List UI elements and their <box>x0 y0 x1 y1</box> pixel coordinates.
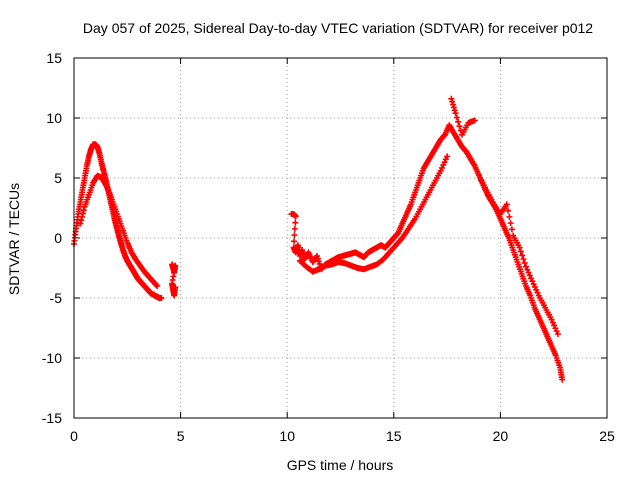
plot-area-frame <box>73 57 608 419</box>
data-point <box>291 238 298 245</box>
series-segment-1 <box>71 141 165 301</box>
axis-ticks: 0 5 10 15 20 25 -15 -10 -5 0 5 10 15 <box>42 50 615 444</box>
data-point <box>456 123 463 130</box>
data-point <box>291 225 298 232</box>
data-point <box>292 219 299 226</box>
data-point <box>520 256 527 263</box>
y-tick-label: -5 <box>50 290 63 306</box>
chart-title: Day 057 of 2025, Sidereal Day-to-day VTE… <box>83 20 593 36</box>
y-axis-label: SDTVAR / TECUs <box>6 183 22 295</box>
data-point <box>449 98 456 105</box>
data-point <box>508 226 515 233</box>
y-tick-label: 0 <box>54 230 62 246</box>
series-segment-3b <box>296 95 561 337</box>
data-point <box>506 213 513 220</box>
data-point <box>455 118 462 125</box>
x-tick-label: 25 <box>599 428 615 444</box>
data-point <box>453 114 460 121</box>
series-segment-1b <box>77 172 161 289</box>
x-tick-label: 0 <box>70 428 78 444</box>
data-point <box>77 220 84 227</box>
data-point <box>291 232 298 239</box>
data-point <box>503 201 510 208</box>
data-point <box>450 101 457 108</box>
data-point <box>507 220 514 227</box>
data-point <box>521 259 528 266</box>
data-point <box>154 283 161 289</box>
data-point <box>554 331 561 337</box>
data-point <box>519 252 526 259</box>
data-point <box>444 153 451 160</box>
data-point <box>516 244 523 251</box>
data-point <box>505 207 512 214</box>
data-point <box>559 376 566 383</box>
y-tick-label: -15 <box>42 410 62 426</box>
data-points <box>71 95 566 383</box>
data-point <box>153 282 160 289</box>
x-tick-label: 15 <box>386 428 402 444</box>
data-point <box>80 207 87 214</box>
data-point <box>451 107 458 114</box>
data-point <box>471 117 478 124</box>
data-point <box>452 110 459 117</box>
data-point <box>517 248 524 255</box>
series-segment-2 <box>169 261 179 299</box>
y-tick-label: 15 <box>46 50 62 66</box>
data-point <box>78 217 85 224</box>
data-point <box>448 95 455 102</box>
data-point <box>158 295 165 301</box>
grid-lines <box>74 58 607 418</box>
x-tick-label: 5 <box>177 428 185 444</box>
y-tick-label: -10 <box>42 350 62 366</box>
y-tick-label: 10 <box>46 110 62 126</box>
x-tick-label: 20 <box>493 428 509 444</box>
data-point <box>292 213 299 220</box>
y-tick-label: 5 <box>54 170 62 186</box>
data-point <box>79 210 86 217</box>
data-point <box>450 104 457 111</box>
x-axis-label: GPS time / hours <box>287 457 394 473</box>
series-segment-3 <box>288 122 566 383</box>
x-tick-label: 10 <box>279 428 295 444</box>
data-point <box>172 284 179 291</box>
data-point <box>79 213 86 220</box>
